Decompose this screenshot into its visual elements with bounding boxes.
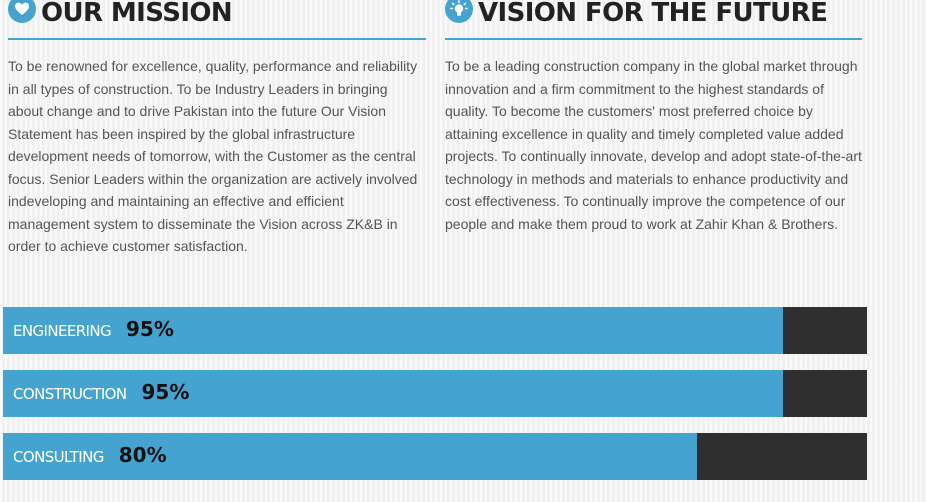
- heart-icon: [8, 0, 36, 23]
- skill-bar-fill: [3, 307, 784, 354]
- vision-heading-row: VISION FOR THE FUTURE: [445, 0, 863, 30]
- lightbulb-icon: [445, 0, 473, 23]
- skill-bar-consulting: CONSULTING 80%: [3, 433, 867, 480]
- skill-bar-label: CONSULTING 80%: [13, 433, 167, 480]
- skill-percent: 80%: [118, 442, 167, 467]
- skill-name: ENGINEERING: [13, 321, 112, 340]
- skill-name: CONSTRUCTION: [13, 384, 127, 403]
- skill-bar-construction: CONSTRUCTION 95%: [3, 370, 867, 417]
- mission-text: To be renowned for excellence, quality, …: [8, 58, 418, 254]
- skill-bar-label: CONSTRUCTION 95%: [13, 370, 189, 417]
- skill-bar-fill: [3, 370, 784, 417]
- vision-section: VISION FOR THE FUTURE To be a leading co…: [445, 0, 863, 235]
- mission-divider: [8, 38, 426, 40]
- mission-section: OUR MISSION To be renowned for excellenc…: [8, 0, 426, 258]
- vision-divider: [445, 38, 862, 40]
- skill-percent: 95%: [126, 316, 174, 341]
- skill-name: CONSULTING: [13, 447, 104, 466]
- mission-heading-row: OUR MISSION: [8, 0, 426, 30]
- skill-bar-fill: [3, 433, 697, 480]
- skill-bar-label: ENGINEERING 95%: [13, 307, 174, 354]
- skill-bar-engineering: ENGINEERING 95%: [3, 307, 867, 354]
- vision-text: To be a leading construction company in …: [445, 58, 862, 232]
- mission-title: OUR MISSION: [41, 0, 233, 28]
- vision-title: VISION FOR THE FUTURE: [478, 0, 828, 28]
- skill-percent: 95%: [141, 379, 190, 404]
